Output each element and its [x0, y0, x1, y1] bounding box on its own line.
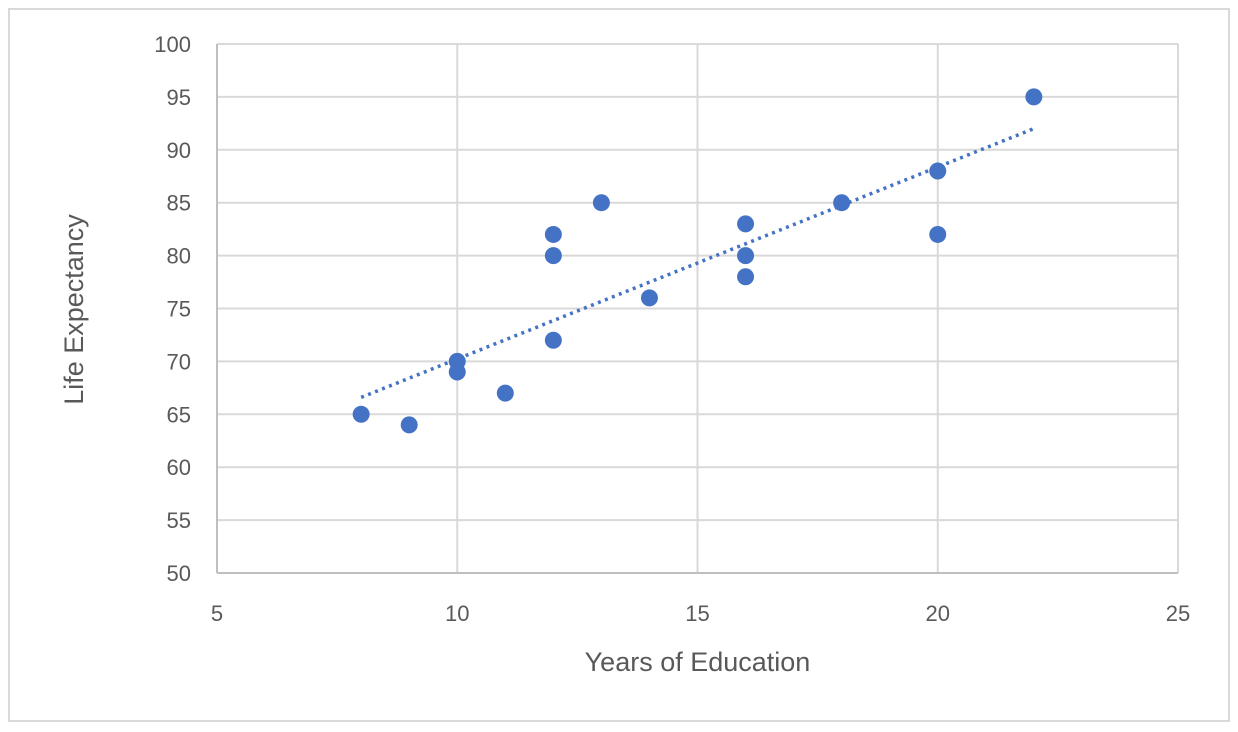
y-tick-label: 90	[167, 138, 191, 163]
trendline-layer	[360, 127, 1035, 399]
data-point	[544, 225, 562, 243]
x-tick-label: 20	[926, 601, 950, 626]
y-tick-label: 85	[167, 191, 191, 216]
x-tick-label: 5	[211, 601, 223, 626]
y-tick-label: 70	[167, 349, 191, 374]
data-point	[400, 416, 418, 434]
data-point	[929, 162, 947, 180]
y-tick-label: 75	[167, 297, 191, 322]
y-tick-label: 65	[167, 402, 191, 427]
data-point	[737, 215, 755, 233]
y-axis-title: Life Expectancy	[59, 214, 89, 405]
y-tick-label: 95	[167, 85, 191, 110]
x-tick-label: 25	[1166, 601, 1190, 626]
data-point	[448, 363, 466, 381]
data-point	[1025, 88, 1043, 106]
gridlines	[217, 43, 1179, 573]
axes	[216, 44, 1178, 574]
y-tick-label: 60	[167, 455, 191, 480]
chart-frame	[8, 8, 1230, 722]
y-tick-label: 100	[154, 32, 191, 57]
data-point	[544, 331, 562, 349]
x-tick-label: 15	[685, 601, 709, 626]
data-point	[496, 384, 514, 402]
data-point	[640, 289, 658, 307]
data-point	[929, 225, 947, 243]
data-point	[833, 194, 851, 212]
data-point	[737, 268, 755, 286]
trendline	[360, 127, 1035, 399]
x-tick-label: 10	[445, 601, 469, 626]
data-points	[352, 88, 1043, 434]
data-point	[737, 247, 755, 265]
y-tick-label: 55	[167, 508, 191, 533]
data-point	[544, 247, 562, 265]
tick-labels: 50 55 60 65 70 75 80 85 90 95 100 5 10 15 20 25	[154, 32, 1190, 626]
data-point	[352, 405, 370, 423]
data-point	[592, 194, 610, 212]
x-axis-title: Years of Education	[585, 647, 811, 677]
y-tick-label: 50	[167, 561, 191, 586]
y-tick-label: 80	[167, 244, 191, 269]
